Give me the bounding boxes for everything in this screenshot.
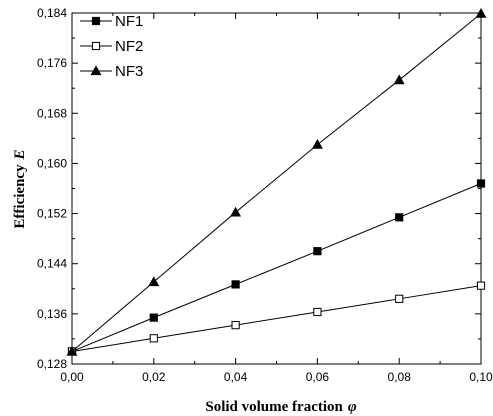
legend-item-nf3: NF3 bbox=[80, 63, 143, 80]
data-point-nf1 bbox=[149, 313, 158, 322]
data-point-nf3 bbox=[148, 276, 160, 287]
legend-item-nf1: NF1 bbox=[80, 13, 143, 30]
y-axis-title-symbol: E bbox=[12, 149, 28, 160]
data-point-nf3 bbox=[393, 74, 405, 85]
series-line-nf1 bbox=[71, 183, 482, 352]
series-line-nf3 bbox=[71, 13, 482, 352]
data-point-nf3 bbox=[475, 7, 487, 18]
y-tick-label: 0,160 bbox=[37, 156, 67, 170]
data-point-nf3 bbox=[230, 206, 242, 217]
data-point-nf2 bbox=[231, 321, 240, 330]
legend-marker-nf2 bbox=[91, 41, 101, 51]
x-tick-label: 0,10 bbox=[469, 370, 493, 384]
x-axis-title-symbol: φ bbox=[348, 399, 357, 415]
legend-label-nf1: NF1 bbox=[115, 13, 143, 30]
x-tick-label: 0,06 bbox=[306, 370, 330, 384]
legend-label-nf3: NF3 bbox=[115, 63, 143, 80]
data-point-nf3 bbox=[66, 345, 78, 356]
legend-marker-nf3 bbox=[90, 65, 102, 76]
data-point-nf2 bbox=[395, 294, 404, 303]
x-tick-label: 0,08 bbox=[388, 370, 412, 384]
y-tick-label: 0,128 bbox=[37, 357, 67, 371]
y-tick-label: 0,168 bbox=[37, 106, 67, 120]
data-point-nf2 bbox=[149, 334, 158, 343]
legend-marker-nf1 bbox=[91, 16, 101, 26]
series-layer bbox=[66, 7, 487, 356]
x-tick-label: 0,00 bbox=[60, 370, 84, 384]
data-point-nf2 bbox=[313, 307, 322, 317]
y-axis-title: Efficiency E bbox=[12, 149, 28, 228]
legend-label-nf2: NF2 bbox=[115, 38, 143, 55]
legend-item-nf2: NF2 bbox=[80, 38, 143, 55]
data-point-nf1 bbox=[313, 247, 322, 256]
x-tick-label: 0,04 bbox=[224, 370, 248, 384]
y-tick-label: 0,176 bbox=[37, 56, 67, 70]
x-axis-title: Solid volume fraction φ bbox=[205, 399, 357, 415]
y-axis-title-text: Efficiency bbox=[12, 164, 28, 229]
y-tick-label: 0,136 bbox=[37, 307, 67, 321]
x-tick-label: 0,02 bbox=[142, 370, 166, 384]
series-line-nf2 bbox=[71, 285, 482, 352]
y-tick-label: 0,144 bbox=[37, 257, 67, 271]
legend: NF1 NF2 NF3 bbox=[80, 13, 143, 80]
data-point-nf1 bbox=[395, 213, 404, 222]
series-nf1 bbox=[67, 179, 486, 356]
series-nf3 bbox=[66, 7, 487, 356]
data-point-nf2 bbox=[476, 281, 486, 290]
series-nf2 bbox=[67, 281, 486, 356]
data-point-nf1 bbox=[476, 179, 486, 188]
y-axis: 0,128 0,136 0,144 0,152 0,160 0,168 0,176 0,184 bbox=[37, 6, 481, 371]
x-axis: 0,00 0,02 0,04 0,06 0,08 0,10 bbox=[60, 13, 493, 384]
data-point-nf1 bbox=[231, 280, 240, 289]
y-tick-label: 0,152 bbox=[37, 207, 67, 221]
y-tick-label: 0,184 bbox=[37, 6, 67, 20]
data-point-nf3 bbox=[311, 138, 323, 149]
x-axis-title-text: Solid volume fraction bbox=[205, 399, 343, 415]
